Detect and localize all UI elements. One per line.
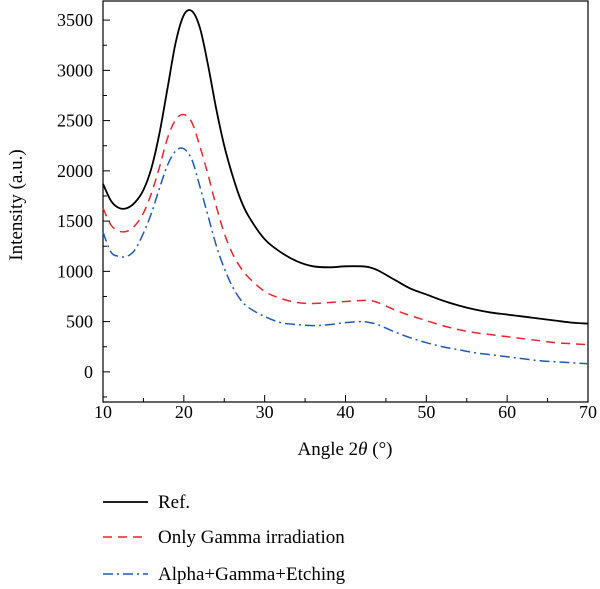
y-tick-label: 500 <box>66 312 93 332</box>
x-tick-label: 10 <box>94 402 112 422</box>
x-tick-label: 70 <box>579 402 597 422</box>
axis-ticks: 10 20 30 40 50 60 70 0 500 1000 1500 2000 2500 3000 35… <box>57 10 597 422</box>
plot-area <box>102 0 589 403</box>
series-line-only-gamma-irradiation <box>102 113 589 346</box>
legend: Ref. Only Gamma irradiation Alpha+Gamma+Et… <box>103 492 346 585</box>
x-tick-label: 60 <box>498 402 516 422</box>
series-line-ref <box>102 9 589 325</box>
x-axis-label: Angle 2θ (°) <box>297 439 392 460</box>
y-tick-label: 1500 <box>57 211 93 231</box>
series-lines <box>102 9 589 365</box>
legend-label: Ref. <box>158 492 190 513</box>
y-tick-label: 3000 <box>57 60 93 80</box>
x-tick-label: 20 <box>175 402 193 422</box>
plot-border <box>102 0 589 403</box>
legend-label: Alpha+Gamma+Etching <box>158 564 346 585</box>
legend-label: Only Gamma irradiation <box>158 527 345 548</box>
x-tick-label: 40 <box>337 402 355 422</box>
y-tick-label: 3500 <box>57 10 93 30</box>
y-tick-label: 2000 <box>57 161 93 181</box>
y-tick-label: 1000 <box>57 261 93 281</box>
x-tick-label: 50 <box>417 402 435 422</box>
series-line-alpha-gamma-etching <box>102 147 589 365</box>
y-tick-label: 2500 <box>57 111 93 131</box>
y-axis-label: Intensity (a.u.) <box>6 149 27 260</box>
x-tick-label: 30 <box>256 402 274 422</box>
y-tick-label: 0 <box>84 362 93 382</box>
